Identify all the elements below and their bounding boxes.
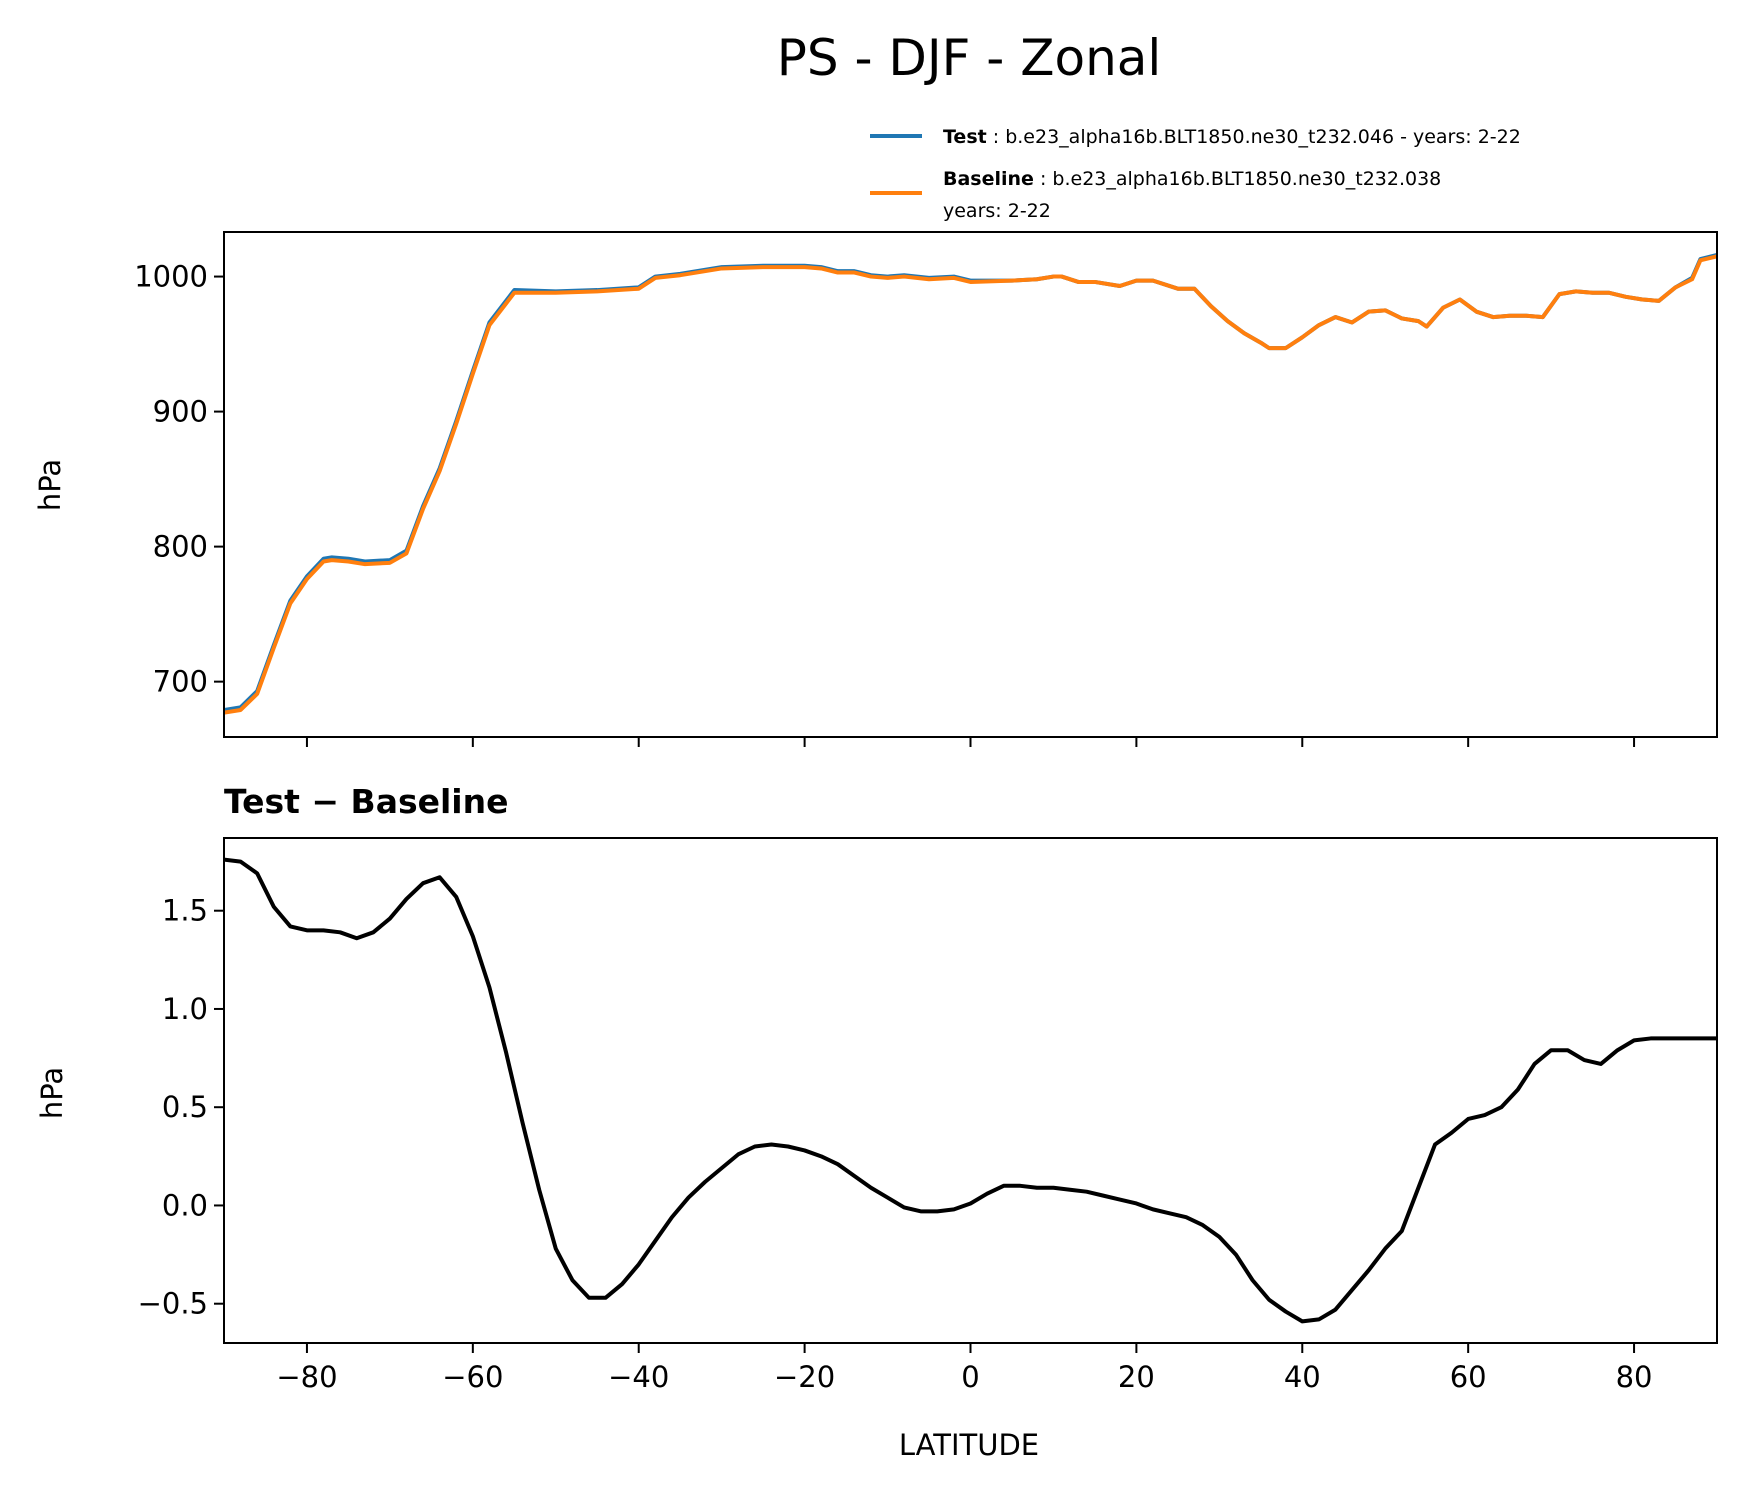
diff-ytick-label: 1.5 — [162, 894, 208, 928]
ps-ytick-label: 700 — [153, 665, 208, 699]
diff-ticks: −80 −60 −40 −20 0 20 40 60 80 −0.5 0.0 0.5 1.0 1.5 — [138, 894, 1653, 1394]
legend-text2-baseline: years: 2-22 — [943, 200, 1051, 222]
diff-xtick-label: 80 — [1616, 1360, 1653, 1394]
figure-title: PS - DJF - Zonal — [777, 29, 1162, 87]
panel-ps: 700 800 900 1000 hPa — [33, 231, 1718, 747]
legend-name-test: Test — [943, 126, 987, 148]
ps-ytick-label: 1000 — [134, 260, 208, 294]
legend-sep-test: : — [987, 126, 1005, 148]
legend-name-baseline: Baseline — [943, 168, 1034, 190]
diff-xtick-label: −80 — [276, 1360, 337, 1394]
diff-ytick-label: 0.0 — [162, 1188, 208, 1222]
legend-text-test: b.e23_alpha16b.BLT1850.ne30_t232.046 - y… — [1005, 126, 1521, 148]
diff-xtick-label: −20 — [774, 1360, 835, 1394]
diff-title: Test − Baseline — [224, 782, 509, 821]
panel-difference: Test − Baseline −80 −60 −40 −20 0 20 40 60 80 −0.… — [35, 782, 1718, 1462]
ps-ylabel: hPa — [33, 459, 67, 511]
diff-ytick-label: −0.5 — [138, 1287, 208, 1321]
diff-xtick-label: 60 — [1450, 1360, 1487, 1394]
diff-xtick-label: 0 — [961, 1360, 979, 1394]
legend-text-baseline: b.e23_alpha16b.BLT1850.ne30_t232.038 — [1052, 168, 1441, 190]
legend-sep-baseline: : — [1034, 168, 1052, 190]
diff-series-test-baseline — [224, 857, 1717, 1324]
legend-entry-test: Test : b.e23_alpha16b.BLT1850.ne30_t232.… — [943, 126, 1521, 148]
diff-xtick-label: −60 — [442, 1360, 503, 1394]
diff-xlabel: LATITUDE — [899, 1428, 1039, 1462]
diff-ylabel: hPa — [35, 1067, 69, 1119]
legend: Test : b.e23_alpha16b.BLT1850.ne30_t232.… — [870, 126, 1521, 222]
diff-xtick-label: 20 — [1118, 1360, 1155, 1394]
diff-ytick-label: 0.5 — [162, 1090, 208, 1124]
diff-ytick-label: 1.0 — [162, 992, 208, 1026]
diff-xtick-label: 40 — [1284, 1360, 1321, 1394]
diff-series-layer — [224, 857, 1717, 1324]
diff-xtick-label: −40 — [608, 1360, 669, 1394]
ps-series-baseline — [224, 254, 1717, 715]
ps-ticks: 700 800 900 1000 — [134, 260, 1636, 747]
ps-ytick-label: 800 — [153, 530, 208, 564]
ps-series-layer — [224, 252, 1717, 715]
legend-entry-baseline: Baseline : b.e23_alpha16b.BLT1850.ne30_t… — [943, 168, 1441, 190]
ps-ytick-label: 900 — [153, 395, 208, 429]
